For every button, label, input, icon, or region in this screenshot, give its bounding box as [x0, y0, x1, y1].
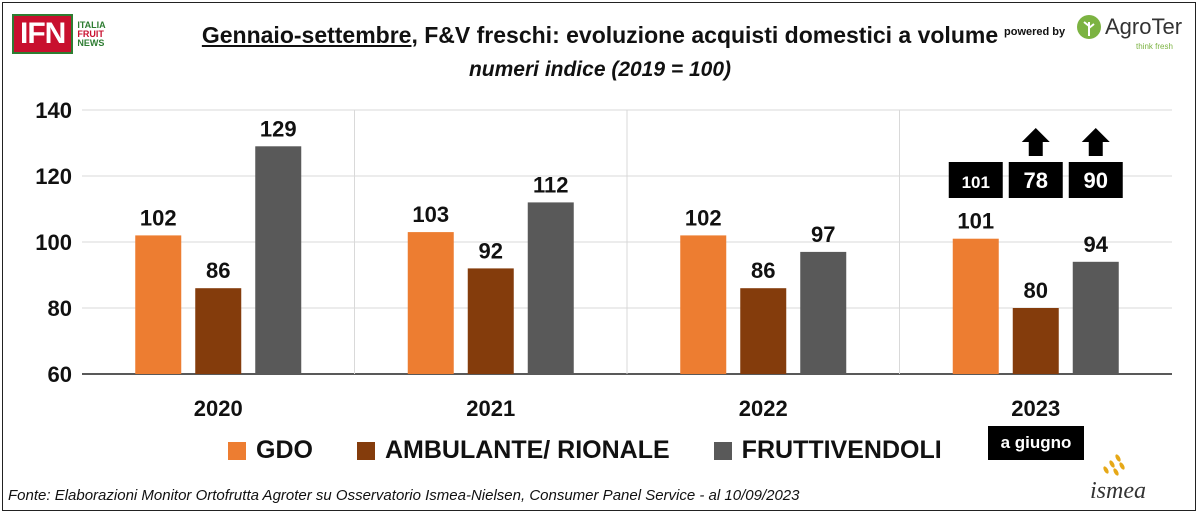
- y-axis: 60 80 100 120 140: [35, 98, 72, 387]
- legend: GDO AMBULANTE/ RIONALE FRUTTIVENDOLI: [228, 436, 986, 465]
- bar: [1012, 308, 1059, 374]
- bar-value-label: 129: [260, 116, 297, 141]
- bar-value-label: 102: [685, 205, 722, 230]
- bar-value-label: 94: [1084, 232, 1109, 257]
- legend-swatch-fruttivendoli: [713, 441, 732, 460]
- bar-value-label: 101: [957, 209, 994, 234]
- bar: [407, 232, 454, 374]
- bar-value-label: 103: [412, 202, 449, 227]
- annotation-box-label: 90: [1084, 168, 1108, 193]
- y-tick-label: 100: [35, 230, 72, 255]
- bar-value-label: 102: [140, 205, 177, 230]
- bar: [680, 235, 727, 374]
- powered-by-label: powered by: [1004, 26, 1066, 38]
- legend-label-ambulante: AMBULANTE/ RIONALE: [384, 436, 670, 464]
- x-axis: 2020 2021 2022 2023: [194, 396, 1060, 421]
- bar: [195, 288, 242, 374]
- legend-label-fruttivendoli: FRUTTIVENDOLI: [741, 436, 942, 464]
- bar-value-label: 86: [206, 258, 230, 283]
- y-tick-label: 80: [48, 296, 72, 321]
- arrow-up-icon: [1081, 128, 1110, 156]
- ifn-logo-sub-2: FRUIT: [77, 28, 104, 39]
- ifn-logo-text: IFN: [12, 14, 74, 54]
- ifn-logo-sub-3: NEWS: [77, 37, 105, 48]
- annotation-box-label: 101: [962, 173, 990, 192]
- bar-value-label: 112: [533, 172, 569, 197]
- annotation-box: [948, 162, 1003, 198]
- grid-lines: [82, 109, 1172, 375]
- x-tick-label: 2021: [466, 396, 515, 421]
- annotation-box: [1068, 162, 1123, 198]
- ifn-logo: IFN ITALIA FRUIT NEWS: [12, 14, 106, 54]
- bar: [740, 288, 787, 374]
- chart-title-underlined: Gennaio-settembre: [201, 22, 412, 48]
- bar: [467, 268, 514, 374]
- a-giugno-note: a giugno: [988, 426, 1084, 460]
- chart-title-rest: , F&V freschi: evoluzione acquisti domes…: [411, 22, 999, 48]
- bar-value-label: 80: [1024, 278, 1048, 303]
- bar: [255, 146, 302, 374]
- bar: [952, 238, 999, 374]
- bar: [1072, 261, 1119, 374]
- bar-value-label: 86: [751, 258, 775, 283]
- x-tick-label: 2023: [1011, 396, 1060, 421]
- annotation-box: [1008, 162, 1063, 198]
- legend-item-fruttivendoli: FRUTTIVENDOLI: [713, 436, 942, 465]
- legend-item-ambulante: AMBULANTE/ RIONALE: [356, 436, 670, 465]
- ismea-wheat-icon: [1103, 454, 1125, 476]
- bar: [135, 235, 182, 374]
- y-tick-label: 60: [48, 362, 72, 387]
- arrow-up-icon: [1021, 128, 1050, 156]
- y-tick-label: 120: [35, 164, 72, 189]
- chart-title: Gennaio-settembre, F&V freschi: evoluzio…: [0, 22, 1200, 49]
- ifn-logo-sub-1: ITALIA: [77, 19, 106, 30]
- bar: [800, 251, 847, 374]
- legend-item-gdo: GDO: [228, 436, 313, 465]
- agroter-leaf-icon: [1077, 15, 1101, 39]
- bar-value-label: 92: [479, 238, 503, 263]
- x-tick-label: 2020: [194, 396, 243, 421]
- source-note: Fonte: Elaborazioni Monitor Ortofrutta A…: [8, 487, 800, 504]
- agroter-logo-tag: think fresh: [1136, 42, 1173, 51]
- bars: 102 86 129 103 92 112 102 86 97 101 80 94: [135, 116, 1119, 374]
- legend-swatch-ambulante: [356, 441, 375, 460]
- annotations: 101 78 90: [948, 128, 1123, 198]
- x-tick-label: 2022: [739, 396, 788, 421]
- bar: [527, 202, 574, 374]
- ismea-logo-text: ismea: [1090, 478, 1146, 504]
- y-tick-label: 140: [35, 98, 72, 123]
- agroter-logo-text: AgroTer: [1105, 14, 1183, 39]
- ifn-logo-subtext: ITALIA FRUIT NEWS: [77, 19, 106, 48]
- legend-label-gdo: GDO: [256, 436, 313, 464]
- ismea-logo: ismea: [1090, 452, 1190, 504]
- chart-subtitle: numeri indice (2019 = 100): [468, 58, 732, 81]
- annotation-box-label: 78: [1024, 168, 1048, 193]
- legend-swatch-gdo: [228, 441, 246, 460]
- agroter-logo: AgroTer think fresh: [1076, 14, 1183, 51]
- bar-value-label: 97: [811, 222, 835, 247]
